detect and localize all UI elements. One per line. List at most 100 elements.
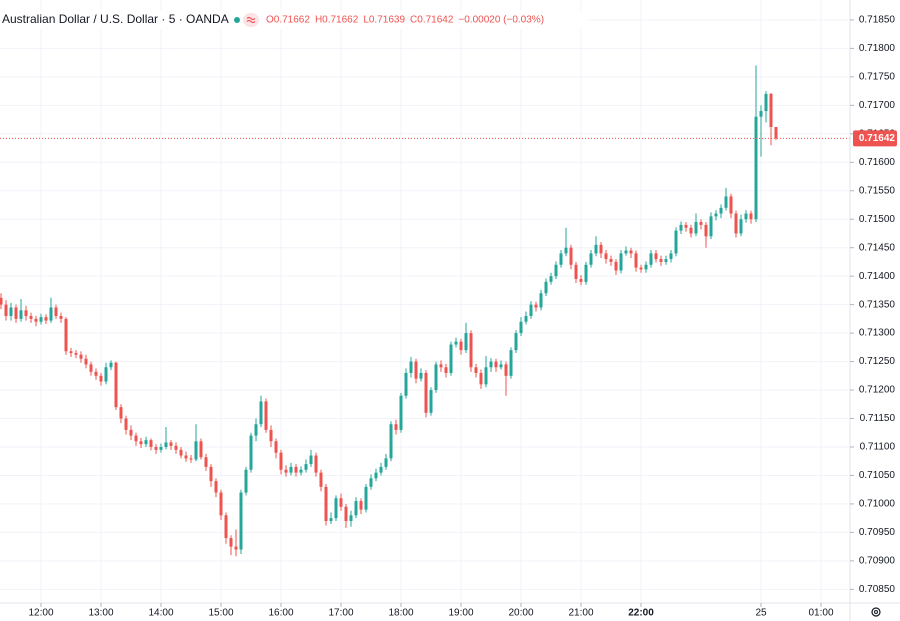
candle-body bbox=[409, 361, 413, 373]
candle-body bbox=[669, 253, 673, 260]
candle-body bbox=[254, 424, 258, 436]
candle-body bbox=[14, 307, 18, 319]
candle-body bbox=[239, 492, 243, 550]
candle-body bbox=[54, 307, 58, 317]
candle-body bbox=[489, 361, 493, 368]
y-tick-label: 0.71000 bbox=[859, 499, 896, 510]
candle-body bbox=[514, 333, 518, 351]
settings-gear[interactable] bbox=[871, 607, 881, 617]
candle-body bbox=[554, 264, 558, 277]
candle-body bbox=[569, 247, 573, 265]
candle-body bbox=[299, 469, 303, 473]
y-tick-label: 0.71250 bbox=[859, 356, 896, 367]
candle-body bbox=[324, 486, 328, 522]
candle-body bbox=[369, 478, 373, 487]
candle-body bbox=[114, 362, 118, 408]
candle-body bbox=[194, 441, 198, 460]
candle-body bbox=[614, 261, 618, 271]
candle-body bbox=[439, 364, 443, 368]
x-tick-label: 18:00 bbox=[388, 608, 413, 619]
candle-body bbox=[34, 318, 38, 322]
candle-body bbox=[694, 222, 698, 234]
candle-body bbox=[544, 281, 548, 294]
candle-body bbox=[689, 227, 693, 234]
x-tick-label: 12:00 bbox=[28, 608, 53, 619]
candle-body bbox=[579, 279, 583, 282]
candle-body bbox=[469, 333, 473, 368]
candle-body bbox=[714, 213, 718, 217]
candle-body bbox=[484, 367, 488, 385]
candle-body bbox=[49, 307, 53, 321]
candle-body bbox=[199, 441, 203, 458]
ohlc-value: −0.00020 (−0.03%) bbox=[458, 15, 544, 26]
candle-body bbox=[139, 441, 143, 445]
candle-body bbox=[649, 253, 653, 265]
x-tick-label: 16:00 bbox=[268, 608, 293, 619]
candle-body bbox=[664, 259, 668, 262]
candle-body bbox=[504, 364, 508, 376]
candle-body bbox=[9, 307, 13, 317]
candle-body bbox=[104, 367, 108, 382]
gear-ring[interactable] bbox=[871, 607, 881, 617]
gear-hub[interactable] bbox=[874, 610, 878, 614]
candle-body bbox=[564, 247, 568, 254]
candle-body bbox=[264, 401, 268, 430]
candle-body bbox=[234, 546, 238, 550]
x-tick-label: 15:00 bbox=[208, 608, 233, 619]
x-tick-label: 21:00 bbox=[568, 608, 593, 619]
y-tick-label: 0.71450 bbox=[859, 242, 896, 253]
candle-body bbox=[74, 353, 78, 355]
candle-body bbox=[434, 364, 438, 391]
candle-body bbox=[609, 259, 613, 262]
candle-body bbox=[244, 469, 248, 493]
candle-body bbox=[644, 264, 648, 270]
y-tick-label: 0.71350 bbox=[859, 299, 896, 310]
candle-body bbox=[559, 253, 563, 265]
candle-body bbox=[339, 498, 343, 507]
y-tick-label: 0.71400 bbox=[859, 271, 896, 282]
ohlc-legend: O0.71662 H0.71662 L0.71639 C0.71642 −0.00020… bbox=[266, 15, 544, 26]
ohlc-value: L0.71639 bbox=[363, 15, 405, 26]
candle-body bbox=[384, 458, 388, 467]
candle-body bbox=[584, 264, 588, 282]
candle-body bbox=[229, 538, 233, 547]
candle-body bbox=[109, 362, 113, 368]
ohlc-value: C0.71642 bbox=[410, 15, 454, 26]
candle-body bbox=[534, 304, 538, 308]
candle-body bbox=[0, 297, 3, 305]
candle-body bbox=[224, 515, 228, 539]
candle-body bbox=[319, 472, 323, 487]
candle-body bbox=[479, 372, 483, 385]
y-tick-label: 0.71100 bbox=[860, 442, 896, 453]
y-tick-label: 0.70900 bbox=[859, 556, 896, 567]
candle-body bbox=[309, 455, 313, 465]
candle-body bbox=[69, 351, 73, 354]
candle-body bbox=[739, 219, 743, 234]
y-tick-label: 0.70850 bbox=[859, 584, 896, 595]
candle-body bbox=[679, 224, 683, 231]
candle-body bbox=[364, 486, 368, 510]
y-tick-label: 0.71500 bbox=[859, 214, 896, 225]
market-open-dot bbox=[234, 17, 240, 23]
candle-body bbox=[314, 455, 318, 473]
candle-body bbox=[429, 390, 433, 413]
candle-body bbox=[499, 364, 503, 368]
candle-body bbox=[164, 442, 168, 447]
y-tick-label: 0.71550 bbox=[859, 185, 896, 196]
candle-body bbox=[269, 429, 273, 442]
candle-body bbox=[354, 501, 358, 516]
y-tick-label: 0.71200 bbox=[859, 385, 896, 396]
candle-body bbox=[154, 446, 158, 450]
delay-icon bbox=[246, 16, 256, 24]
ohlc-value: O0.71662 bbox=[266, 15, 310, 26]
candle-body bbox=[19, 310, 23, 319]
candle-body bbox=[294, 466, 298, 473]
candle-body bbox=[764, 93, 768, 112]
header-backdrop bbox=[0, 10, 590, 30]
candle-body bbox=[414, 361, 418, 379]
candle-body bbox=[189, 458, 193, 460]
candle-body bbox=[184, 455, 188, 459]
candle-body bbox=[304, 464, 308, 470]
candle-body bbox=[374, 472, 378, 479]
